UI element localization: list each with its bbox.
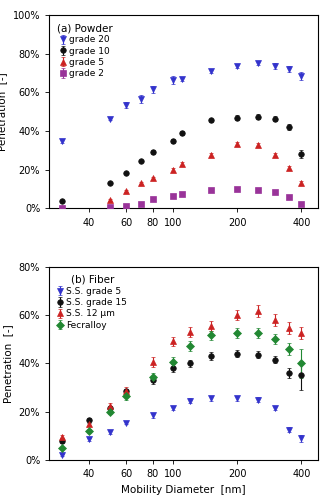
Y-axis label: Penetration  [-]: Penetration [-] — [3, 324, 13, 402]
Legend: grade 20, grade 10, grade 5, grade 2: grade 20, grade 10, grade 5, grade 2 — [53, 18, 118, 82]
Y-axis label: Penetration  [-]: Penetration [-] — [0, 72, 7, 151]
X-axis label: Mobility Diameter  [nm]: Mobility Diameter [nm] — [121, 484, 246, 494]
Legend: S.S. grade 5, S.S. grade 15, S.S. 12 μm, Fecralloy: S.S. grade 5, S.S. grade 15, S.S. 12 μm,… — [53, 270, 132, 334]
